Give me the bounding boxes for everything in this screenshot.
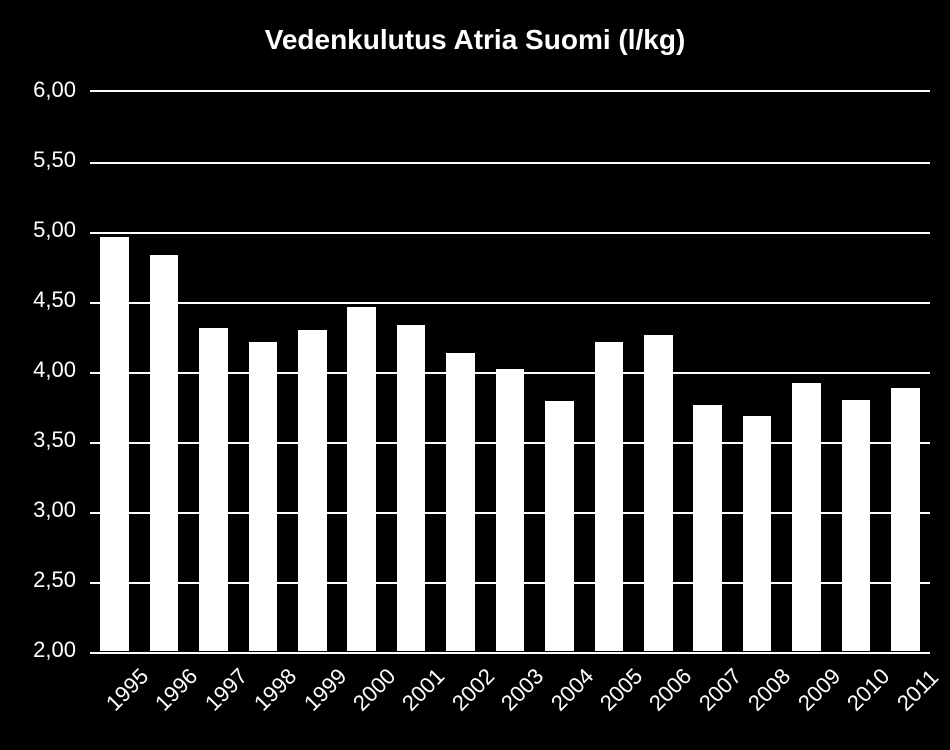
bar [99, 236, 130, 652]
gridline [90, 372, 930, 374]
x-tick-label: 2008 [743, 663, 796, 716]
bar [594, 341, 625, 652]
chart-title: Vedenkulutus Atria Suomi (l/kg) [0, 24, 950, 56]
y-tick-label: 4,50 [0, 287, 76, 313]
bar [346, 306, 377, 652]
gridline [90, 512, 930, 514]
bar [297, 329, 328, 652]
x-tick-label: 2011 [892, 665, 944, 717]
x-tick-label: 2004 [546, 663, 599, 716]
x-tick-label: 2009 [793, 663, 846, 716]
y-tick-label: 6,00 [0, 77, 76, 103]
y-tick-label: 5,50 [0, 147, 76, 173]
y-tick-label: 3,00 [0, 497, 76, 523]
gridline [90, 442, 930, 444]
x-tick-label: 2001 [397, 663, 450, 716]
x-tick-label: 1997 [200, 663, 253, 716]
bar [643, 334, 674, 652]
bar [445, 352, 476, 652]
chart-container: Vedenkulutus Atria Suomi (l/kg) 2,00 2,50… [0, 0, 950, 750]
bar [198, 327, 229, 652]
gridline [90, 582, 930, 584]
x-tick-label: 2002 [447, 663, 500, 716]
x-tick-label: 2006 [644, 663, 697, 716]
y-tick-label: 4,00 [0, 357, 76, 383]
bar [248, 341, 279, 652]
x-tick-label: 2000 [348, 663, 401, 716]
bar [495, 368, 526, 652]
plot-area [90, 90, 930, 654]
x-tick-label: 1999 [299, 663, 352, 716]
x-tick-label: 2003 [496, 663, 549, 716]
gridline [90, 232, 930, 234]
gridline [90, 162, 930, 164]
y-tick-label: 2,00 [0, 637, 76, 663]
x-tick-label: 2007 [694, 663, 747, 716]
bar [841, 399, 872, 652]
bar [149, 254, 180, 652]
x-tick-label: 2005 [595, 663, 648, 716]
x-tick-label: 2010 [842, 663, 895, 716]
bar [742, 415, 773, 652]
gridline [90, 302, 930, 304]
bar [890, 387, 921, 652]
bar [791, 382, 822, 652]
bar [544, 400, 575, 652]
x-tick-label: 1998 [249, 663, 302, 716]
x-tick-label: 1996 [150, 663, 203, 716]
x-tick-label: 1995 [101, 663, 154, 716]
y-tick-label: 5,00 [0, 217, 76, 243]
y-tick-label: 2,50 [0, 567, 76, 593]
y-tick-label: 3,50 [0, 427, 76, 453]
